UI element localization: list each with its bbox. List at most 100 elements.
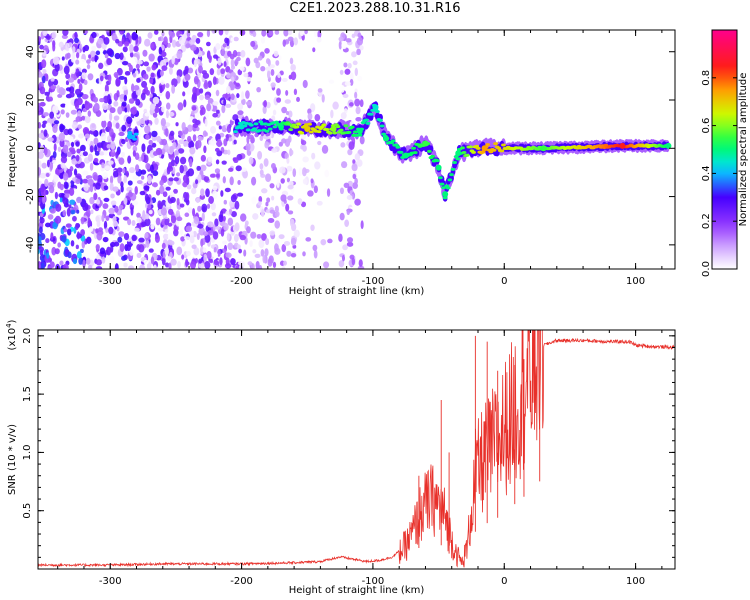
speckle xyxy=(164,218,170,226)
speckle xyxy=(150,256,155,265)
speckle xyxy=(259,135,264,141)
speckle xyxy=(94,144,98,153)
speckle xyxy=(220,48,225,57)
speckle xyxy=(272,261,277,269)
speckle xyxy=(145,240,150,248)
speckle xyxy=(106,144,111,149)
speckle xyxy=(209,258,214,264)
speckle xyxy=(66,207,71,217)
speckle xyxy=(81,68,87,74)
speckle xyxy=(100,132,107,142)
speckle xyxy=(129,249,134,256)
speckle xyxy=(359,135,365,145)
speckle xyxy=(288,180,294,187)
speckle xyxy=(351,33,356,39)
y-tick-label: 1.0 xyxy=(22,444,33,460)
speckle xyxy=(220,190,224,197)
speckle xyxy=(247,261,253,266)
y-tick-label: 20 xyxy=(25,94,36,107)
speckle xyxy=(118,157,125,165)
speckle xyxy=(171,84,176,94)
speckle xyxy=(50,85,57,90)
speckle xyxy=(225,66,230,72)
speckle xyxy=(261,188,268,194)
speckle xyxy=(259,163,264,170)
speckle xyxy=(317,88,323,93)
ridge-mark xyxy=(442,196,448,200)
speckle xyxy=(184,73,191,81)
speckle xyxy=(53,143,57,152)
speckle xyxy=(185,225,193,232)
speckle xyxy=(181,254,185,260)
speckle xyxy=(216,68,221,76)
speckle xyxy=(357,265,365,269)
speckle xyxy=(183,140,190,147)
speckle xyxy=(176,69,183,78)
speckle xyxy=(179,156,187,165)
y-tick-label: -40 xyxy=(25,237,36,253)
speckle xyxy=(307,190,314,197)
speckle xyxy=(150,72,155,78)
speckle xyxy=(211,212,217,217)
speckle xyxy=(113,241,120,247)
speckle xyxy=(310,224,315,231)
speckle xyxy=(177,102,184,111)
speckle xyxy=(118,204,124,210)
speckle xyxy=(357,32,362,38)
speckle xyxy=(84,101,91,111)
speckle xyxy=(126,244,132,252)
speckle xyxy=(214,147,220,153)
speckle xyxy=(344,68,351,75)
speckle xyxy=(143,61,150,67)
speckle xyxy=(245,142,251,152)
ridge-peak xyxy=(402,152,409,159)
speckle xyxy=(266,101,271,109)
speckle xyxy=(123,175,128,183)
speckle xyxy=(223,61,227,68)
speckle xyxy=(230,194,237,203)
ridge-mark xyxy=(378,118,383,122)
speckle xyxy=(176,246,183,256)
speckle xyxy=(188,140,195,149)
ridge-mark xyxy=(316,130,322,134)
speckle xyxy=(59,139,65,148)
speckle xyxy=(271,195,275,201)
speckle xyxy=(87,110,92,117)
speckle xyxy=(58,41,64,48)
speckle xyxy=(267,257,273,267)
speckle xyxy=(222,93,228,99)
speckle xyxy=(44,178,49,187)
speckle xyxy=(144,193,149,203)
speckle xyxy=(314,161,321,170)
speckle xyxy=(105,227,109,233)
speckle xyxy=(200,106,206,115)
speckle xyxy=(61,34,68,39)
speckle xyxy=(88,103,93,109)
speckle xyxy=(219,257,223,266)
speckle xyxy=(301,140,307,146)
speckle xyxy=(76,251,82,259)
speckle xyxy=(349,72,354,81)
speckle xyxy=(235,165,242,172)
speckle xyxy=(52,159,57,164)
ridge-mark xyxy=(450,167,456,171)
speckle xyxy=(76,231,81,240)
speckle xyxy=(59,197,63,203)
speckle xyxy=(212,104,218,112)
speckle xyxy=(138,36,142,44)
speckle xyxy=(136,252,142,259)
speckle xyxy=(314,113,321,122)
speckle xyxy=(63,228,68,233)
speckle xyxy=(150,42,157,51)
ridge-mark xyxy=(133,132,139,136)
speckle xyxy=(228,208,233,215)
speckle xyxy=(287,184,294,190)
speckle xyxy=(89,196,95,205)
speckle xyxy=(174,149,179,156)
speckle xyxy=(238,248,242,254)
speckle xyxy=(200,154,206,162)
speckle xyxy=(226,85,231,95)
speckle xyxy=(147,175,152,184)
speckle xyxy=(154,105,160,114)
speckle xyxy=(54,191,58,200)
